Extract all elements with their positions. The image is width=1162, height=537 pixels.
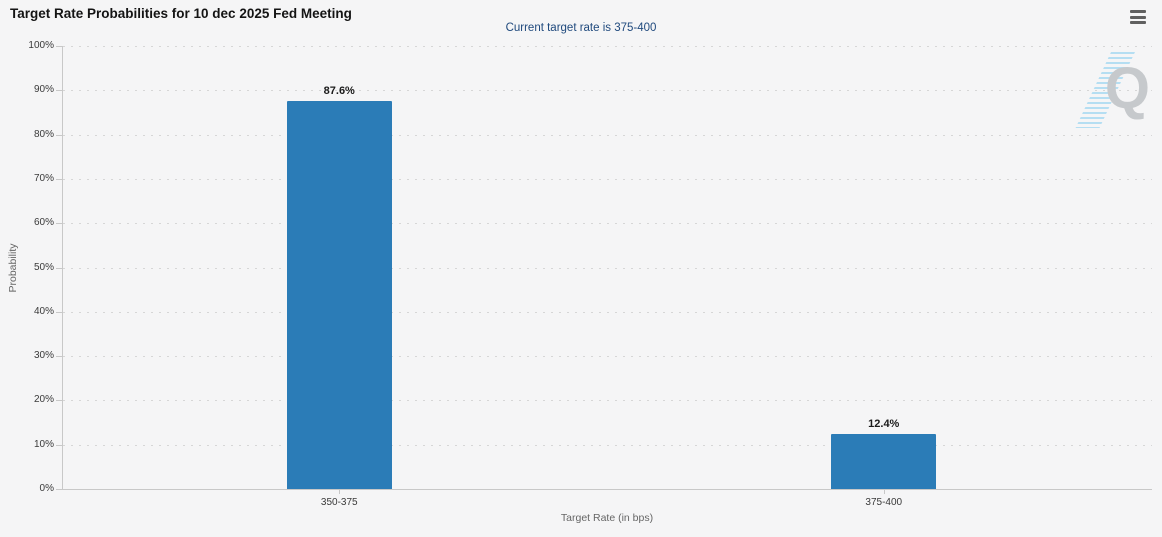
hamburger-icon <box>1130 21 1146 24</box>
y-axis-tick <box>56 178 62 180</box>
y-axis-tick-label: 100% <box>28 40 54 51</box>
gridline <box>63 90 1152 92</box>
gridline <box>63 400 1152 402</box>
hamburger-icon <box>1130 15 1146 19</box>
y-axis-tick <box>56 134 62 136</box>
y-axis-tick-label: 20% <box>33 394 54 406</box>
chart-export-menu-button[interactable] <box>1129 9 1149 25</box>
chart-title: Target Rate Probabilities for 10 dec 202… <box>10 6 352 21</box>
y-axis-tick-label: 70% <box>33 172 54 184</box>
y-axis-tick-label: 30% <box>33 350 54 362</box>
bar-value-label: 12.4% <box>868 418 900 431</box>
y-axis-tick <box>56 311 62 313</box>
y-axis-tick-label: 40% <box>33 305 54 317</box>
y-axis-tick-label: 10% <box>33 438 54 450</box>
y-axis-tick-label: 0% <box>39 483 54 494</box>
y-axis-tick <box>56 444 62 446</box>
y-axis-tick <box>56 489 62 490</box>
x-axis-title: Target Rate (in bps) <box>560 512 654 524</box>
y-axis-tick-label: 90% <box>33 84 54 96</box>
y-axis-tick-label: 80% <box>33 128 54 140</box>
hamburger-icon <box>1130 10 1146 13</box>
x-axis-tick-label: 375-400 <box>865 497 903 508</box>
chart-bar-350-375[interactable] <box>286 100 392 489</box>
gridline <box>63 444 1152 446</box>
y-axis-tick <box>56 356 62 358</box>
y-axis-tick <box>56 90 62 92</box>
y-axis-tick <box>56 400 62 402</box>
x-axis-tick <box>339 489 341 494</box>
y-axis-tick-label: 50% <box>33 261 54 273</box>
gridline <box>63 311 1152 313</box>
gridline <box>63 356 1152 358</box>
y-axis-tick-label: 60% <box>33 217 54 229</box>
x-axis-tick <box>883 489 885 494</box>
gridline <box>63 46 1152 47</box>
x-axis-tick-label: 350-375 <box>320 497 358 508</box>
gridline <box>63 223 1152 225</box>
plot-area <box>62 46 1152 490</box>
y-axis-tick <box>56 223 62 225</box>
gridline <box>63 134 1152 136</box>
y-axis-tick <box>56 46 62 47</box>
gridline <box>63 178 1152 180</box>
chart-bar-375-400[interactable] <box>831 434 937 489</box>
y-axis-tick <box>56 267 62 269</box>
gridline <box>63 267 1152 269</box>
bar-value-label: 87.6% <box>323 84 355 97</box>
chart-subtitle: Current target rate is 375-400 <box>505 22 657 34</box>
